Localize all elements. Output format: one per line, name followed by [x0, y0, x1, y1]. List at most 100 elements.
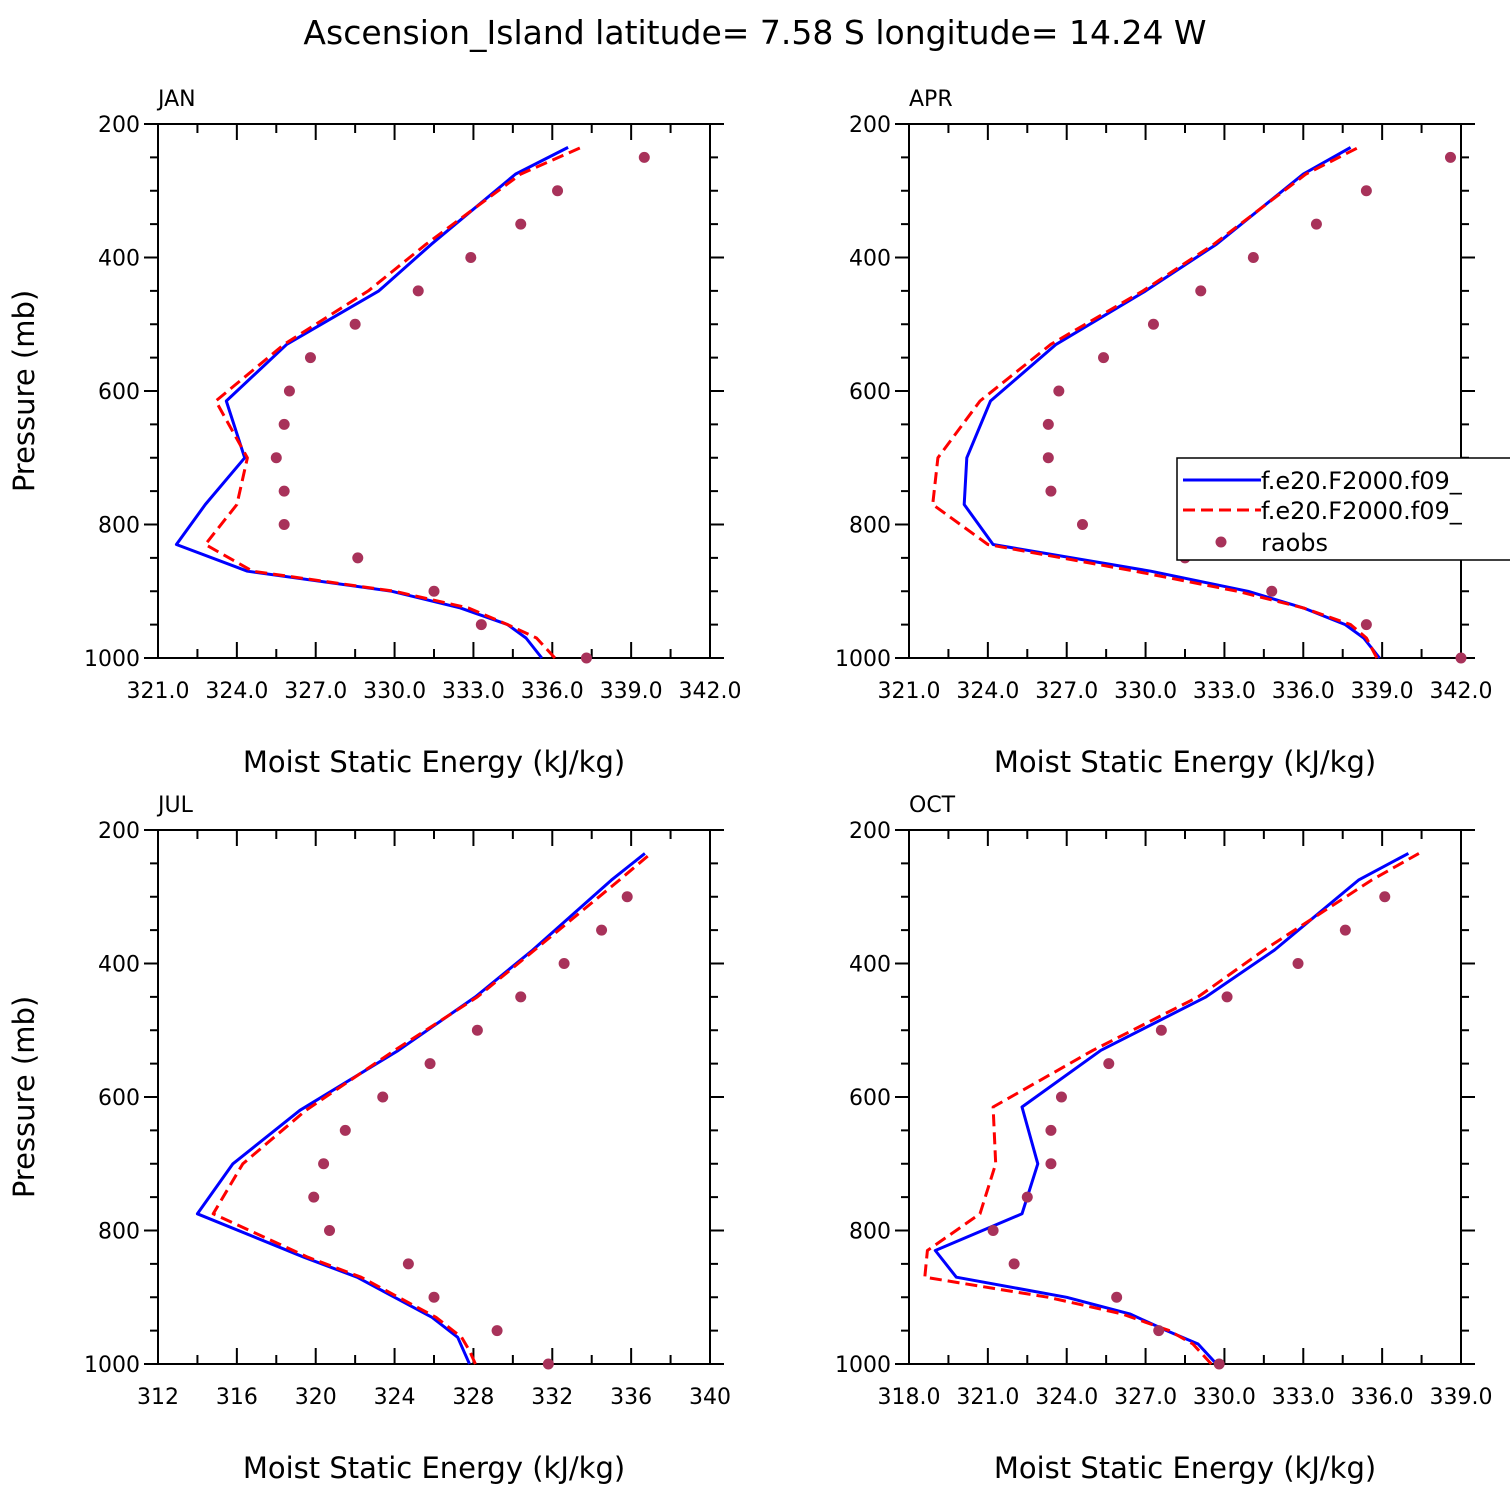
y-axis-title: Pressure (mb) — [7, 290, 41, 492]
x-tick-label: 339.0 — [1430, 1385, 1493, 1410]
raobs-point — [349, 318, 361, 330]
x-tick-label: 327.0 — [1035, 679, 1098, 704]
model-a-line — [174, 146, 569, 659]
raobs-point — [412, 285, 424, 297]
model-b-line — [931, 146, 1379, 659]
legend-entry: f.e20.F2000.f09_ — [1261, 497, 1463, 525]
raobs-point — [1147, 318, 1159, 330]
x-axis-title: Moist Static Energy (kJ/kg) — [994, 745, 1376, 779]
x-tick-label: 342.0 — [1430, 679, 1493, 704]
x-tick-label: 321.0 — [127, 679, 190, 704]
raobs-point — [621, 891, 633, 903]
raobs-point — [558, 958, 570, 969]
raobs-point — [1153, 1325, 1165, 1337]
raobs-point — [1055, 1091, 1067, 1103]
raobs-point — [596, 924, 608, 936]
raobs-point — [1379, 891, 1391, 903]
y-tick-label: 1000 — [835, 1353, 891, 1378]
raobs-point — [270, 452, 282, 464]
raobs-point — [377, 1091, 389, 1103]
raobs-point — [339, 1124, 351, 1136]
raobs-point — [304, 352, 316, 364]
legend-entry: f.e20.F2000.f09_ — [1261, 467, 1463, 495]
raobs-point — [278, 418, 290, 430]
y-axis-title: Pressure (mb) — [7, 996, 41, 1198]
x-tick-label: 312 — [137, 1385, 179, 1410]
raobs-point — [1042, 418, 1054, 430]
raobs-point — [428, 585, 440, 597]
x-tick-label: 333.0 — [442, 679, 505, 704]
x-tick-label: 333.0 — [1193, 679, 1256, 704]
x-axis-title: Moist Static Energy (kJ/kg) — [243, 745, 625, 779]
raobs-point — [1310, 218, 1322, 230]
figure-title: Ascension_Island latitude= 7.58 S longit… — [303, 13, 1206, 52]
raobs-point — [278, 519, 290, 530]
raobs-point — [1444, 151, 1456, 163]
raobs-point — [1042, 452, 1054, 464]
x-axis-title: Moist Static Energy (kJ/kg) — [994, 1451, 1376, 1485]
panel-apr: APR 321.0 324.0 327.0 330.0 333.0 336.0 339.0 34… — [835, 87, 1492, 779]
raobs-point — [428, 1291, 440, 1303]
y-tick-label: 400 — [849, 247, 891, 272]
legend: f.e20.F2000.f09_f.e20.F2000.f09_raobs — [1176, 457, 1510, 561]
raobs-point — [278, 485, 290, 497]
x-tick-label: 327.0 — [1114, 1385, 1177, 1410]
y-tick-label: 600 — [849, 380, 891, 405]
raobs-point — [1045, 485, 1057, 497]
y-tick-label: 1000 — [84, 647, 140, 672]
raobs-point — [515, 218, 527, 230]
panel-label: JUL — [156, 793, 194, 818]
model-b-line — [923, 852, 1420, 1366]
raobs-point — [1455, 652, 1467, 664]
x-tick-label: 332 — [531, 1385, 573, 1410]
raobs-point — [1045, 1124, 1057, 1136]
panel-jan: JAN 321.0 324.0 327.0 330.0 333.0 336.0 339.0 34… — [7, 87, 741, 779]
x-tick-label: 324.0 — [956, 679, 1019, 704]
raobs-point — [491, 1325, 503, 1337]
panel-label: OCT — [909, 793, 956, 818]
raobs-point — [1098, 352, 1110, 364]
y-tick-label: 800 — [849, 1220, 891, 1245]
x-tick-label: 318.0 — [878, 1385, 941, 1410]
raobs-point — [1155, 1024, 1167, 1036]
raobs-point — [1360, 185, 1372, 197]
x-tick-label: 333.0 — [1272, 1385, 1335, 1410]
y-tick-label: 400 — [849, 953, 891, 978]
y-tick-label: 200 — [98, 113, 140, 138]
x-tick-label: 320 — [295, 1385, 337, 1410]
panel-oct: OCT 318.0 321.0 324.0 327.0 330.0 333.0 336.0 33… — [835, 793, 1492, 1485]
legend-box — [1176, 457, 1510, 561]
raobs-point — [283, 385, 295, 397]
x-tick-label: 336.0 — [521, 679, 584, 704]
raobs-point — [1111, 1291, 1123, 1303]
raobs-point — [465, 252, 477, 263]
raobs-point — [318, 1158, 330, 1170]
x-tick-label: 336.0 — [1272, 679, 1335, 704]
plot-frame — [157, 123, 711, 659]
raobs-point — [324, 1225, 336, 1236]
panel-label: APR — [909, 87, 953, 112]
y-tick-label: 1000 — [835, 647, 891, 672]
raobs-point — [308, 1191, 320, 1203]
y-tick-label: 400 — [98, 247, 140, 272]
x-tick-label: 330.0 — [1193, 1385, 1256, 1410]
x-axis-title: Moist Static Energy (kJ/kg) — [243, 1451, 625, 1485]
raobs-point — [1266, 585, 1278, 597]
legend-raobs-marker — [1215, 536, 1227, 548]
raobs-point — [1053, 385, 1065, 397]
x-tick-label: 339.0 — [600, 679, 663, 704]
raobs-point — [580, 652, 592, 664]
y-tick-label: 200 — [849, 113, 891, 138]
legend-entry: raobs — [1261, 529, 1328, 557]
x-tick-label: 327.0 — [284, 679, 347, 704]
raobs-point — [352, 552, 364, 564]
x-tick-label: 339.0 — [1351, 679, 1414, 704]
raobs-point — [987, 1225, 999, 1236]
y-tick-label: 600 — [98, 380, 140, 405]
raobs-point — [1021, 1191, 1033, 1203]
raobs-point — [424, 1058, 436, 1070]
x-tick-label: 330.0 — [363, 679, 426, 704]
y-tick-label: 800 — [849, 514, 891, 539]
raobs-point — [552, 185, 564, 197]
raobs-point — [471, 1024, 483, 1036]
